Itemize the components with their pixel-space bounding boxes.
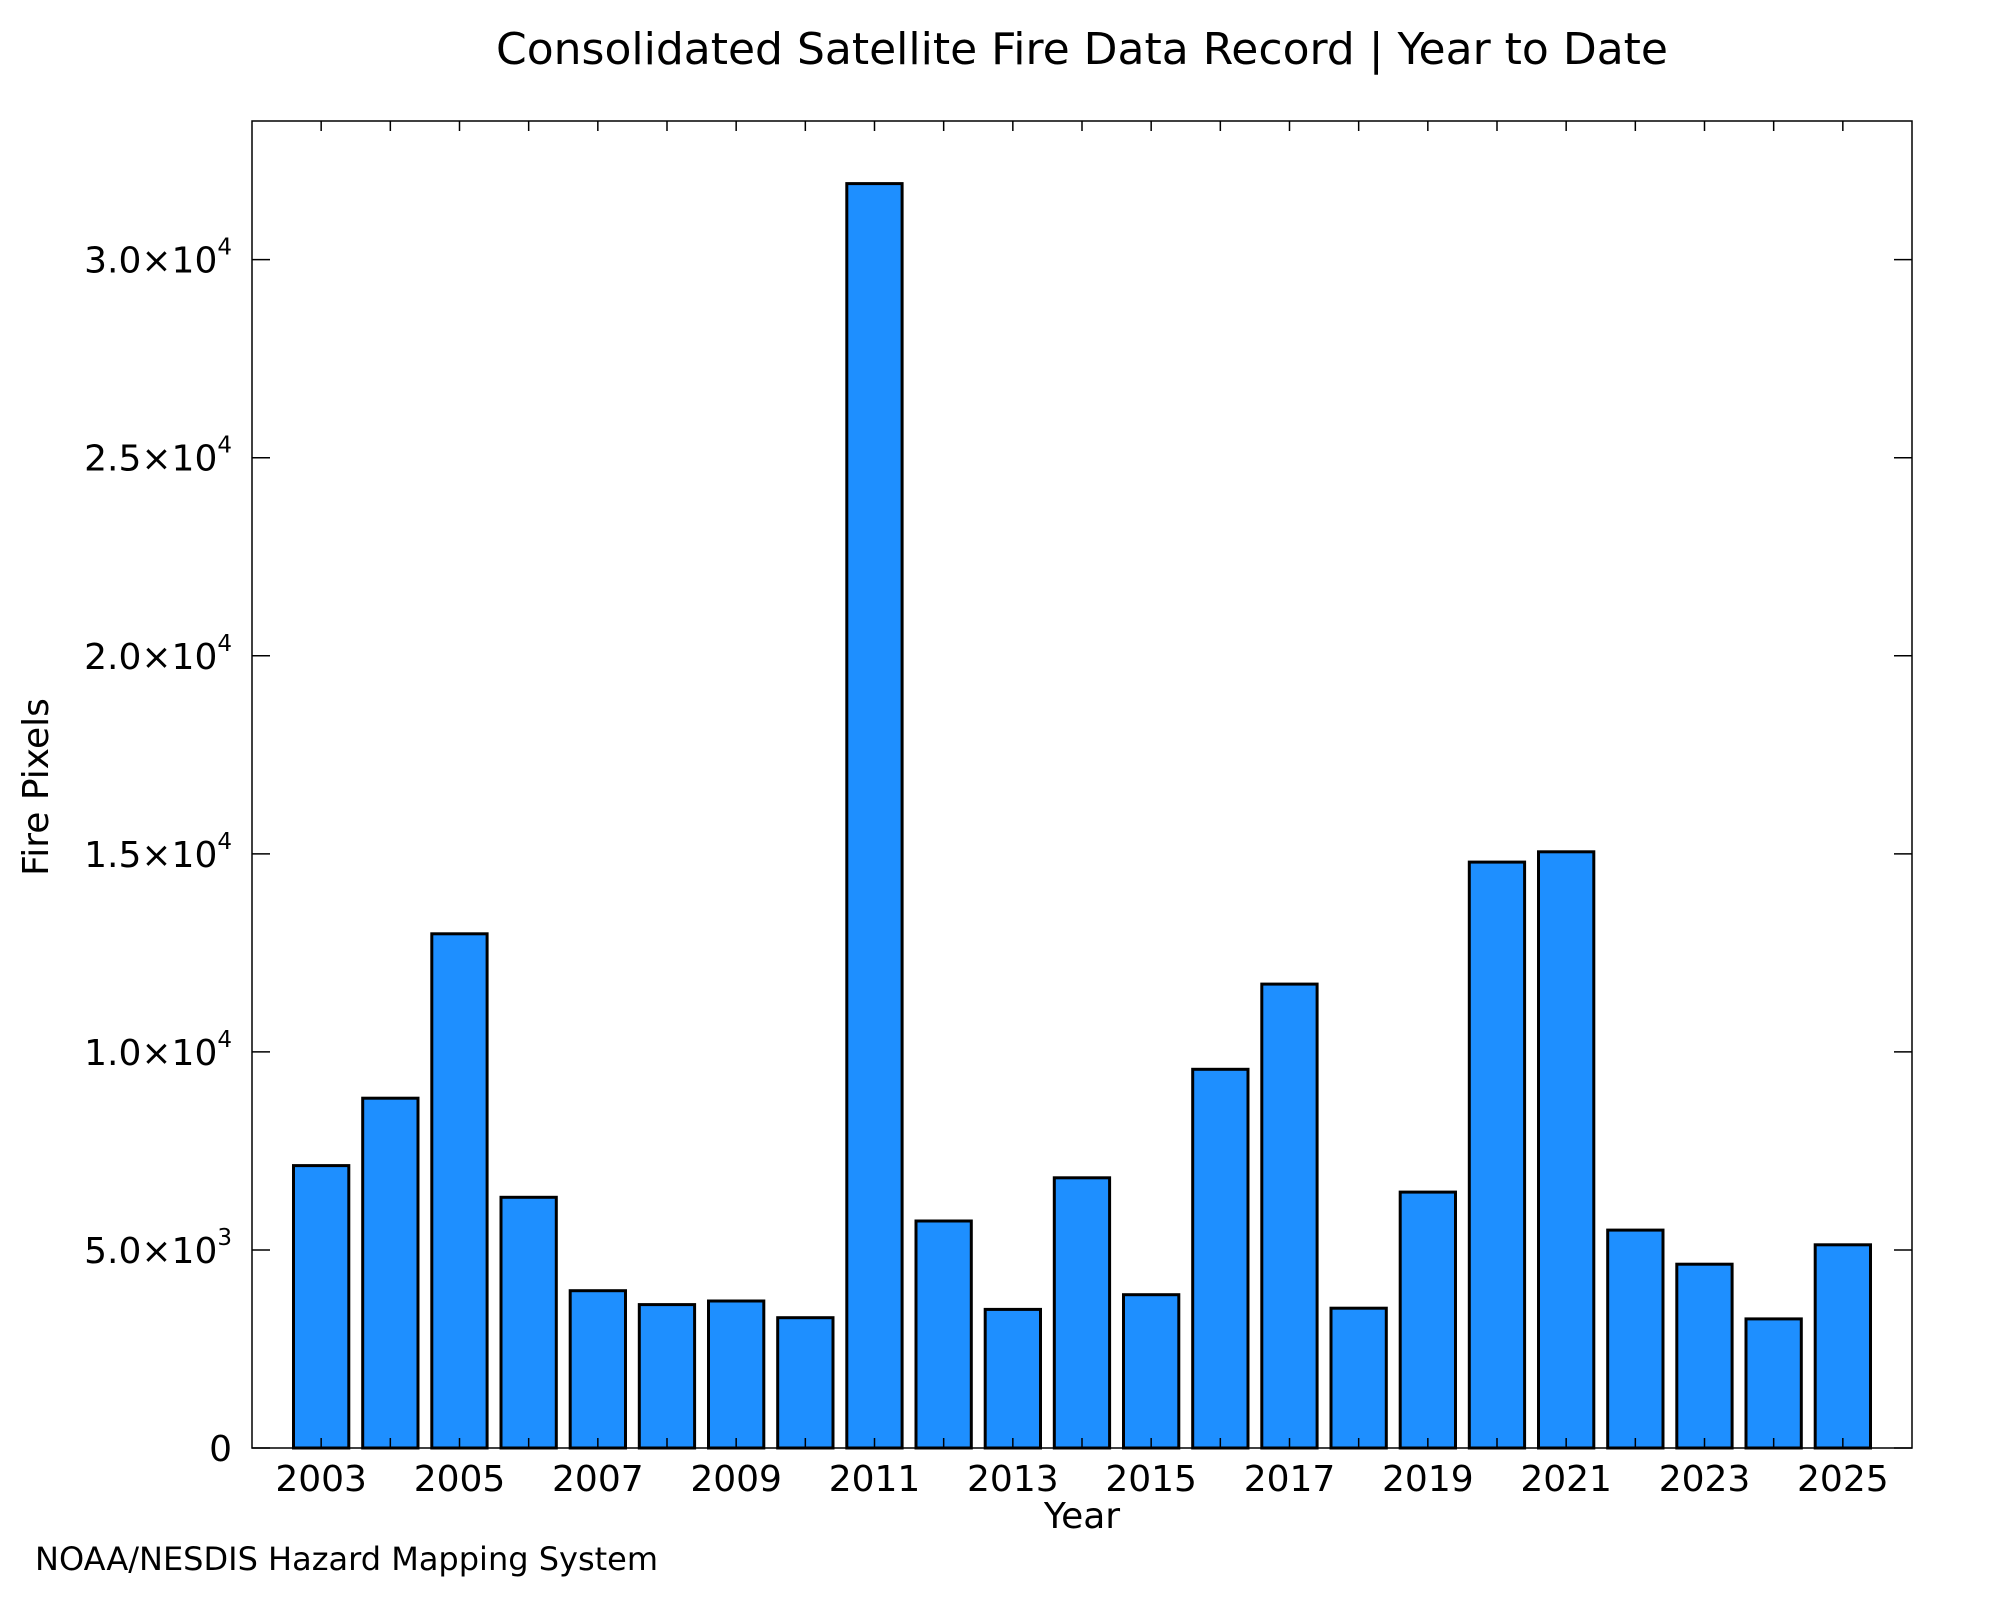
bar-2011 (845, 182, 904, 1450)
x-tick-label-2025: 2025 (1797, 1459, 1889, 1500)
x-ticks-group: 2003 2005 2007 2009 2011 2013 2015 2017 2019 2021… (275, 121, 1889, 1500)
y-tick-label-15000: 1.5×104 (84, 829, 232, 876)
bar-2015 (1122, 1293, 1181, 1450)
bar-2024 (1744, 1317, 1803, 1450)
bar-2008 (637, 1303, 697, 1450)
y-tick-label-25000: 2.5×104 (84, 433, 232, 480)
y-tick-label-0: 0 (209, 1429, 232, 1470)
bar-2004 (361, 1096, 420, 1450)
x-tick-label-2023: 2023 (1659, 1459, 1751, 1500)
y-ticks-group: 0 5.0×103 1.0×104 1.5×104 2.0×104 2.5×104 3.0×… (84, 235, 1912, 1470)
bar-2009 (707, 1299, 766, 1450)
bar-2007 (568, 1289, 628, 1450)
y-tick-label-10000: 1.0×104 (84, 1027, 232, 1074)
bar-2023 (1675, 1262, 1734, 1450)
credit-text: NOAA/NESDIS Hazard Mapping System (35, 1540, 658, 1578)
x-tick-label-2005: 2005 (414, 1459, 506, 1500)
x-axis-label: Year (1043, 1496, 1120, 1537)
x-tick-label-2013: 2013 (967, 1459, 1059, 1500)
x-tick-label-2017: 2017 (1244, 1459, 1336, 1500)
x-tick-label-2021: 2021 (1520, 1459, 1612, 1500)
bar-2003 (292, 1164, 351, 1450)
y-axis-label: Fire Pixels (16, 698, 57, 876)
bar-2012 (914, 1219, 973, 1450)
bar-2006 (499, 1195, 558, 1450)
x-tick-label-2009: 2009 (690, 1459, 782, 1500)
bar-2016 (1191, 1067, 1250, 1450)
bar-2013 (983, 1307, 1043, 1450)
bars-group (292, 182, 1872, 1450)
y-tick-label-5000: 5.0×103 (84, 1225, 232, 1272)
bar-2018 (1329, 1306, 1388, 1450)
x-tick-label-2015: 2015 (1105, 1459, 1197, 1500)
bar-2025 (1813, 1243, 1872, 1450)
bar-2022 (1606, 1228, 1665, 1450)
y-tick-label-20000: 2.0×104 (84, 631, 232, 678)
x-tick-label-2003: 2003 (275, 1459, 367, 1500)
x-tick-label-2019: 2019 (1382, 1459, 1474, 1500)
bar-2020 (1467, 860, 1527, 1450)
plot-frame (251, 120, 1913, 1449)
bar-2021 (1537, 850, 1596, 1450)
x-tick-label-2011: 2011 (829, 1459, 921, 1500)
bar-2010 (776, 1316, 835, 1450)
bar-2017 (1260, 982, 1319, 1450)
chart-title: Consolidated Satellite Fire Data Record … (496, 24, 1668, 75)
bar-2014 (1052, 1176, 1112, 1450)
bar-2005 (430, 932, 489, 1450)
y-tick-label-30000: 3.0×104 (84, 235, 232, 282)
x-tick-label-2007: 2007 (552, 1459, 644, 1500)
bar-2019 (1398, 1190, 1457, 1450)
y-axis-label-group: Fire Pixels (16, 698, 57, 876)
